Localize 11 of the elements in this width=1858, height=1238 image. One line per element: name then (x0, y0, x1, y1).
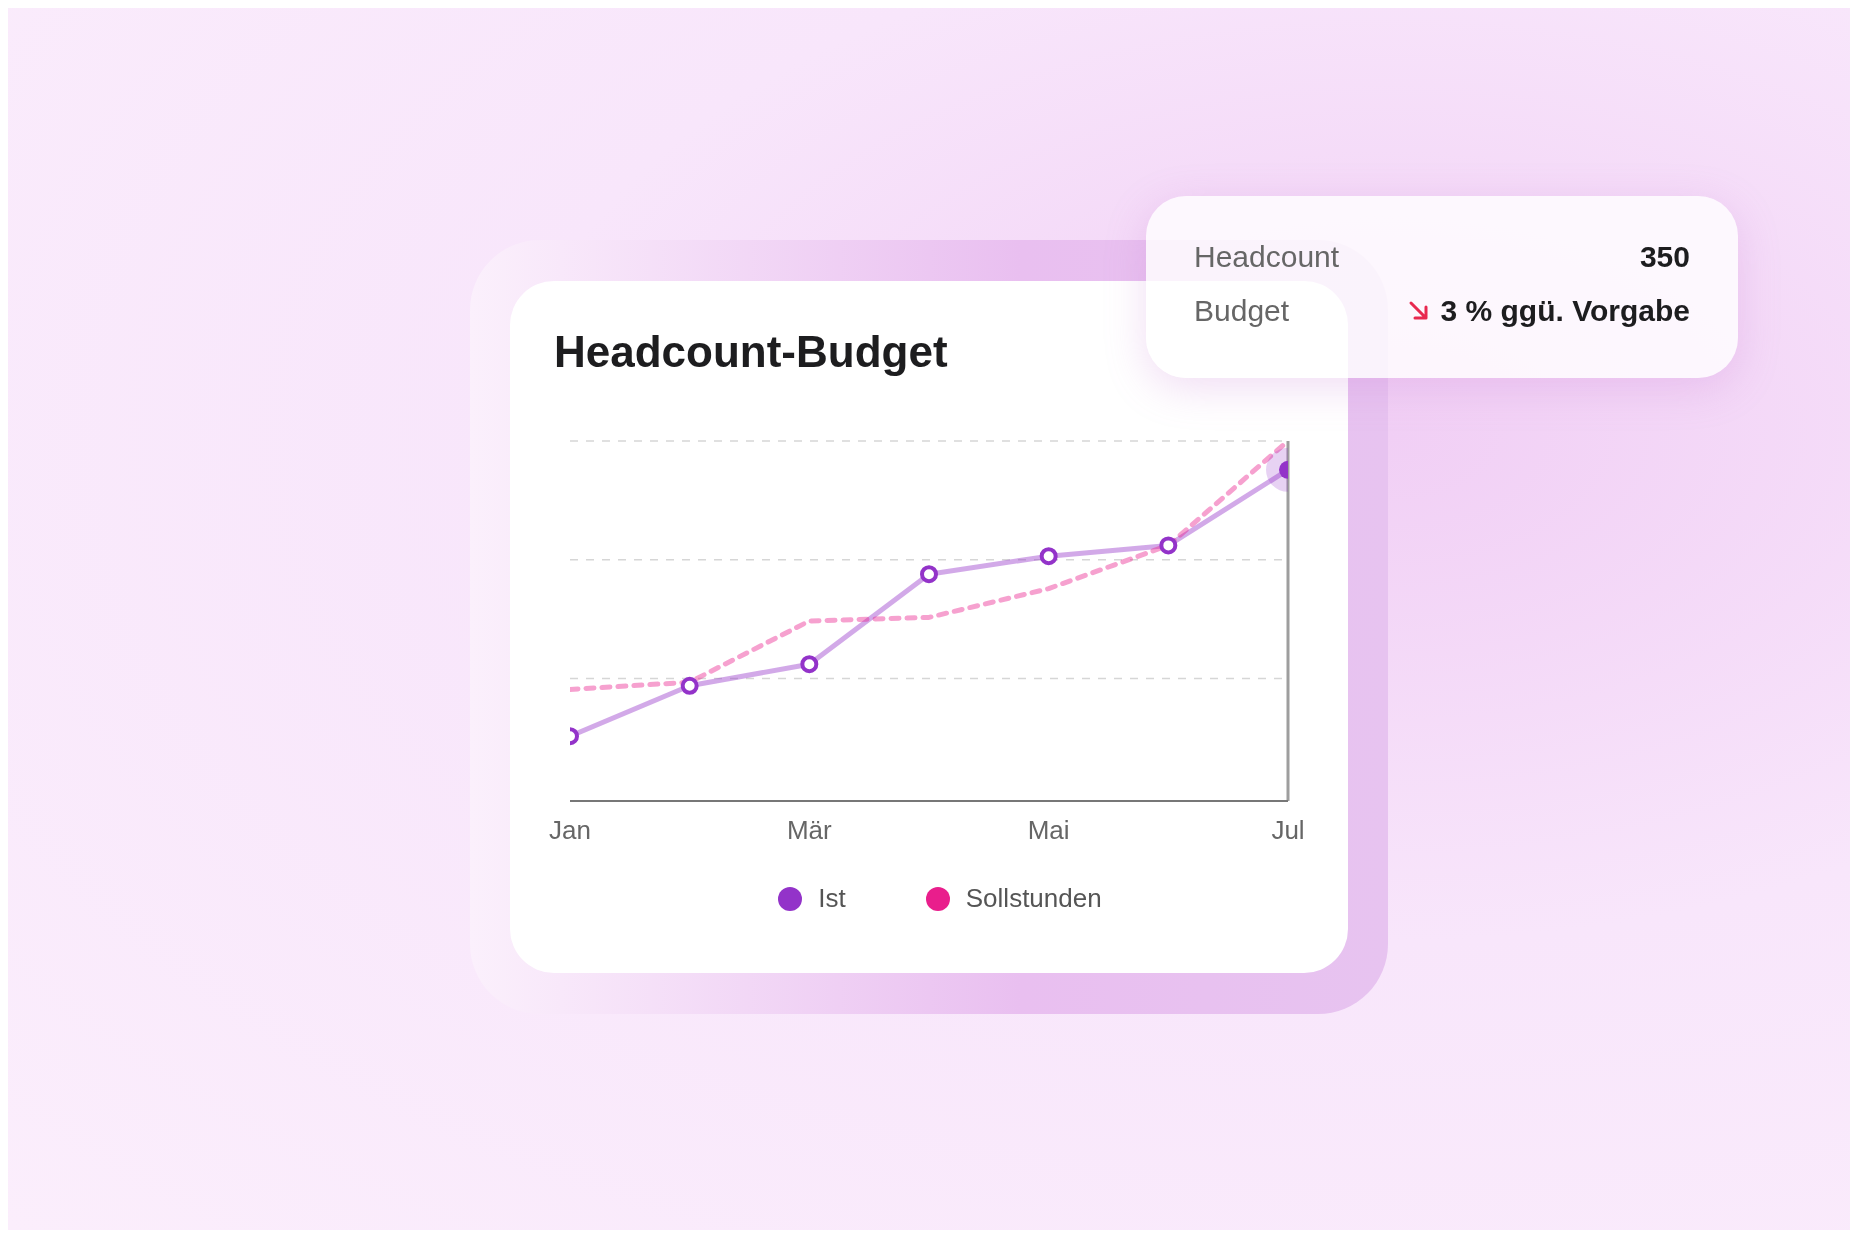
x-tick-label: Jan (549, 815, 591, 846)
text: Headcount (1194, 240, 1340, 274)
text: Budget (1194, 294, 1290, 328)
x-tick-label: Mär (786, 815, 833, 846)
text: 3 % ggü. Vorgabe (1440, 294, 1690, 328)
x-tick-label: Jul (1271, 815, 1305, 846)
x-tick-label: Mai (1027, 815, 1070, 846)
chart-title: Headcount-Budget (554, 327, 948, 377)
legend-label: Sollstunden (965, 883, 1102, 914)
text: 350 (1639, 240, 1690, 274)
legend-label: Ist (818, 883, 846, 914)
